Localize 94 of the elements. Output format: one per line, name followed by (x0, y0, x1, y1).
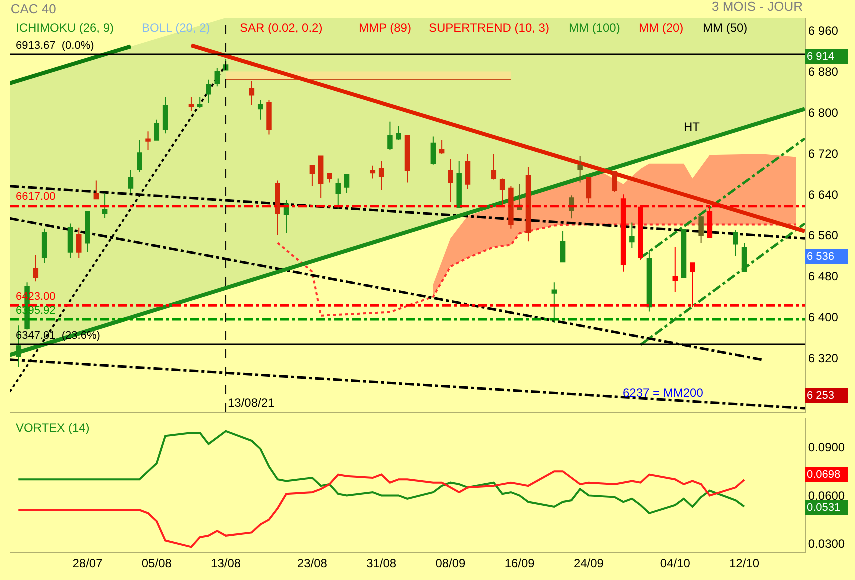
candlestick (526, 166, 532, 242)
candlestick (128, 170, 134, 194)
candlestick (396, 125, 402, 141)
line-series (276, 224, 798, 317)
annotation: SUPERTREND (10, 3) (429, 21, 550, 35)
ref-line-label: 13/08/21 (228, 396, 276, 410)
candlestick (586, 177, 592, 204)
candlestick (578, 156, 583, 184)
x-tick-label: 13/08 (211, 556, 242, 570)
y-tick-label: 6 400 (808, 310, 839, 325)
x-tick-label: 12/10 (729, 556, 760, 570)
candlestick (266, 100, 272, 136)
candlestick (448, 158, 454, 203)
chart-title: VORTEX (14) (16, 421, 90, 435)
candlestick (439, 140, 445, 155)
candlestick (378, 160, 384, 191)
candlestick (430, 136, 436, 166)
candlestick (162, 96, 168, 134)
candlestick (456, 160, 462, 208)
annotation: ICHIMOKU (26, 9) (16, 21, 114, 35)
annotation: MMP (89) (359, 21, 412, 35)
candlestick (465, 154, 471, 190)
annotation: BOLL (20, 2) (142, 21, 210, 35)
candlestick (102, 193, 108, 219)
y-tick-label: 6 640 (808, 188, 839, 202)
candlestick (68, 223, 74, 259)
chart-title: CAC 40 (10, 2, 56, 17)
y-tick-label: 6 720 (808, 146, 839, 161)
candlestick (154, 119, 160, 141)
annotation: SAR (0.02, 0.2) (240, 21, 323, 35)
candlestick (344, 174, 350, 194)
candlestick (275, 180, 280, 236)
candlestick (500, 178, 506, 207)
candlestick (733, 230, 738, 256)
x-tick-label: 28/07 (72, 556, 104, 570)
candlestick (404, 135, 410, 184)
candlestick (310, 165, 316, 187)
candlestick (388, 121, 393, 151)
y-tick-label: 6 880 (808, 64, 839, 79)
candlestick (630, 222, 635, 249)
text: 3 MOIS - JOUR (712, 0, 804, 14)
candlestick (137, 140, 142, 173)
candlestick (85, 211, 90, 253)
y-tick-label: 0.0600 (808, 488, 846, 503)
annotation: HT (684, 120, 701, 134)
y-tick-label: 6 320 (808, 352, 839, 366)
candlestick (206, 79, 212, 104)
y-tick-label: 6 560 (808, 228, 839, 243)
candlestick (552, 282, 558, 324)
candlestick (76, 227, 82, 259)
annotation: MM (100) (569, 21, 620, 35)
y-tick-label: 6 960 (808, 24, 839, 38)
candlestick (612, 170, 618, 194)
text: 6 536 (807, 251, 835, 263)
annotation: MM (50) (703, 21, 748, 35)
candlestick (42, 228, 48, 264)
x-tick-label: 08/09 (436, 556, 466, 570)
candlestick (197, 96, 203, 108)
text: 6 914 (807, 51, 835, 63)
candlestick (672, 246, 678, 293)
candlestick (698, 216, 704, 244)
annotation: MM (20) (639, 21, 684, 35)
y-tick-label: 0.0900 (808, 440, 846, 455)
x-tick-label: 04/10 (660, 556, 691, 570)
x-tick-label: 23/08 (297, 556, 328, 570)
candlestick (327, 173, 332, 184)
text: 0.0531 (807, 502, 841, 514)
candlestick (258, 100, 264, 120)
line-series (18, 470, 746, 548)
candlestick (318, 156, 324, 199)
x-tick-label: 24/09 (574, 556, 604, 570)
candlestick (560, 230, 566, 263)
y-tick-label: 6 800 (808, 106, 839, 120)
annotation: 6237 = MM200 (623, 386, 704, 400)
y-tick-label: 0.0300 (808, 537, 846, 552)
ref-line-label: 6913.67 (0.0%) (16, 40, 94, 52)
candlestick (146, 131, 151, 151)
text: 0.0698 (807, 469, 841, 481)
candlestick (249, 80, 255, 106)
x-tick-label: 31/08 (366, 556, 397, 570)
candlestick (508, 186, 514, 230)
x-tick-label: 16/09 (504, 556, 536, 570)
candlestick (188, 96, 194, 112)
candlestick (370, 165, 376, 180)
candlestick (94, 180, 100, 200)
ref-line-label: 6617.00 (16, 191, 56, 203)
candlestick (336, 178, 341, 210)
y-tick-label: 6 480 (808, 270, 839, 284)
text: 6 253 (807, 390, 835, 402)
candlestick (214, 68, 220, 88)
candlestick (742, 242, 748, 272)
x-tick-label: 05/08 (142, 556, 172, 570)
candlestick (491, 154, 497, 180)
candlestick (33, 254, 39, 282)
